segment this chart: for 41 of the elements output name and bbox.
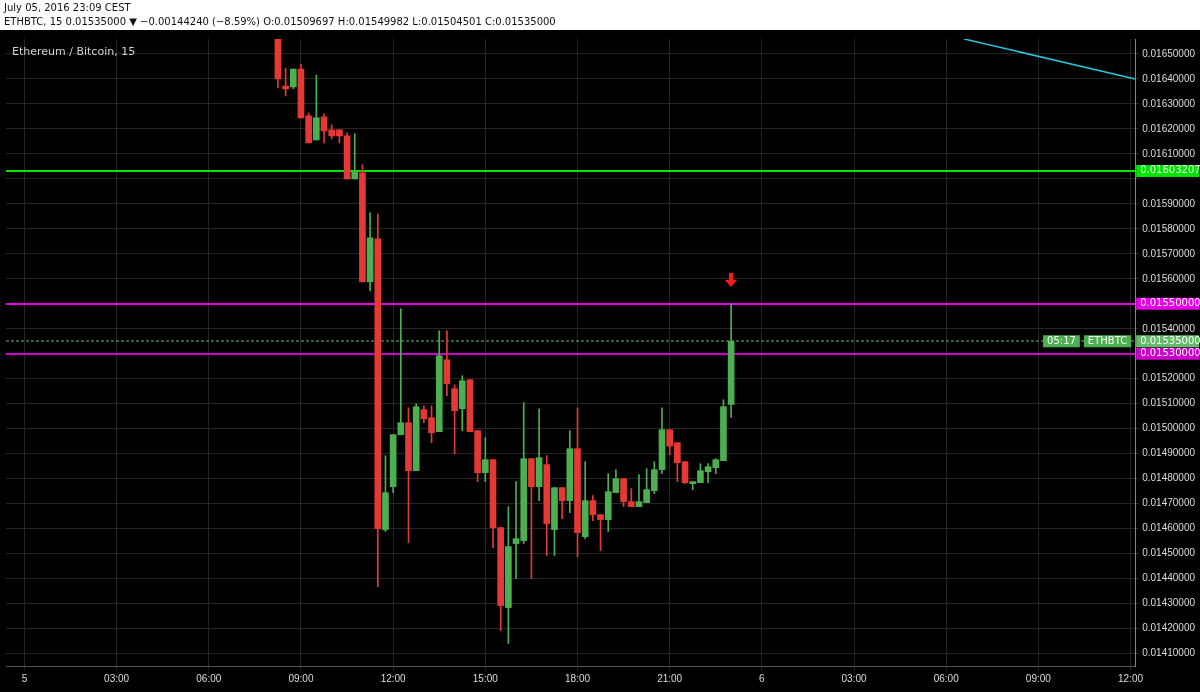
x-tick-label: 03:00 (841, 672, 867, 684)
x-tick-label: 09:00 (288, 672, 314, 684)
y-tick-label: 0.01420000 (1142, 622, 1196, 634)
x-tick-label: 5 (21, 672, 28, 684)
x-tick-label: 09:00 (1025, 672, 1052, 684)
y-tick-label: 0.01580000 (1142, 222, 1196, 234)
y-tick-label: 0.01590000 (1142, 197, 1196, 209)
text: Ethereum / Bitcoin, 15 (12, 45, 136, 59)
x-tick-label: 03:00 (104, 672, 130, 684)
y-tick-label: 0.01620000 (1142, 122, 1196, 134)
y-tick-label: 0.01650000 (1142, 47, 1196, 59)
x-tick-label: 12:00 (380, 672, 407, 684)
x-tick-label: 6 (759, 672, 766, 684)
y-tick-label: 0.01480000 (1142, 472, 1196, 484)
text: July 05, 2016 23:09 CEST (4, 1, 132, 15)
x-tick-label: 12:00 (1118, 672, 1144, 684)
y-tick-label: 0.01510000 (1142, 397, 1196, 409)
y-tick-label: 0.01460000 (1142, 522, 1196, 534)
y-tick-label: 0.01440000 (1142, 572, 1196, 584)
y-tick-label: 0.01410000 (1142, 647, 1196, 659)
y-tick-label: 0.01560000 (1142, 272, 1196, 284)
text: ETHBTC, 15 0.01535000 ▼ −0.00144240 (−8.59%) O:0.01509697 H:0.01549982 L:0.01504501 C:0.01535000 (4, 15, 557, 29)
y-tick-label: 0.01470000 (1142, 497, 1196, 509)
x-tick-label: 18:00 (564, 672, 591, 684)
annotation: 05:17 (1047, 334, 1076, 346)
y-tick-label: 0.01450000 (1142, 547, 1196, 559)
x-tick-label: 21:00 (657, 672, 683, 684)
y-tick-label: 0.01630000 (1142, 97, 1196, 109)
x-tick-label: 06:00 (196, 672, 222, 684)
y-tick-label: 0.01610000 (1142, 147, 1196, 159)
y-tick-label: 0.01640000 (1142, 72, 1196, 84)
candlestick (351, 133, 359, 180)
x-tick-label: 15:00 (472, 672, 499, 684)
annotation: ETHBTC (1087, 334, 1128, 346)
y-tick-label: 0.01490000 (1142, 447, 1196, 459)
x-tick-label: 06:00 (933, 672, 960, 684)
y-tick-label: 0.01430000 (1142, 597, 1196, 609)
y-tick-label: 0.01570000 (1142, 247, 1196, 259)
y-tick-label: 0.01500000 (1142, 422, 1196, 434)
y-tick-label: 0.01520000 (1142, 372, 1196, 384)
y-tick-label: 0.01540000 (1142, 322, 1196, 334)
